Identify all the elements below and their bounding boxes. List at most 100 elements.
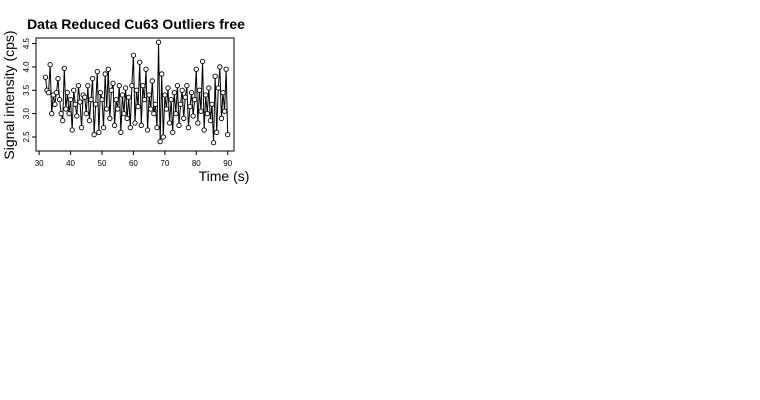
data-point (111, 122, 118, 128)
data-point (223, 66, 229, 72)
data-point (105, 66, 111, 72)
data-point (88, 96, 94, 103)
chart-title: Data Reduced Cu63 Outliers free (27, 16, 245, 32)
data-point (151, 110, 157, 117)
data-point (94, 68, 100, 75)
y-tick-label: 3.0 (22, 108, 31, 120)
data-point (174, 82, 181, 89)
data-point (157, 139, 163, 145)
data-point (198, 108, 204, 114)
data-point (49, 110, 55, 117)
x-tick-label: 90 (223, 159, 232, 168)
data-point (132, 120, 138, 126)
data-point (100, 125, 107, 131)
data-point (118, 129, 124, 135)
data-point (215, 85, 221, 91)
data-point (152, 101, 159, 107)
data-point (82, 94, 88, 100)
data-point (207, 117, 214, 124)
data-point (166, 120, 173, 126)
y-tick-label: 2.5 (22, 131, 31, 143)
x-tick-label: 50 (98, 159, 107, 168)
data-point (171, 89, 177, 96)
data-point (195, 120, 201, 126)
data-point (214, 129, 220, 135)
data-point (146, 92, 152, 98)
data-point (187, 103, 193, 110)
data-point (155, 39, 162, 45)
data-point (218, 115, 225, 121)
data-point (192, 96, 198, 103)
data-point (204, 110, 210, 117)
data-point (63, 106, 69, 112)
data-point (121, 110, 127, 117)
y-axis-label: Signal intensity (cps) (1, 30, 17, 159)
data-point (85, 82, 91, 89)
data-point (67, 96, 74, 103)
data-point (124, 115, 130, 121)
data-point (96, 129, 102, 135)
data-point (42, 74, 49, 80)
data-point (91, 132, 97, 138)
data-point (184, 82, 190, 89)
data-point (130, 52, 137, 58)
data-point (149, 78, 155, 84)
data-point (69, 127, 75, 133)
data-point (143, 66, 149, 72)
data-point (71, 87, 77, 93)
x-tick-label: 30 (35, 159, 44, 168)
data-point (56, 96, 63, 103)
data-point (89, 75, 96, 82)
data-point (52, 101, 58, 107)
data-point (185, 125, 192, 131)
data-point (148, 106, 154, 112)
data-point (220, 89, 226, 96)
data-point (221, 108, 228, 114)
data-point (193, 66, 199, 72)
data-point (212, 73, 218, 79)
data-point (122, 85, 129, 91)
y-tick-label: 3.5 (22, 84, 31, 96)
data-point (168, 96, 174, 103)
data-point (154, 125, 160, 131)
data-point (45, 89, 52, 96)
data-point (129, 82, 135, 89)
data-point (72, 101, 78, 107)
data-point (144, 127, 151, 133)
data-point (225, 132, 231, 138)
data-point (60, 117, 66, 124)
data-point (99, 96, 105, 103)
data-point (58, 110, 64, 117)
y-tick-label: 4.0 (22, 61, 31, 73)
data-point (93, 101, 99, 107)
data-point (83, 110, 89, 117)
data-point (107, 115, 113, 121)
x-tick-label: 60 (129, 159, 138, 168)
data-point (159, 71, 165, 77)
x-tick-label: 40 (66, 159, 75, 168)
data-point (163, 106, 170, 112)
data-point (179, 87, 185, 93)
data-point (196, 87, 203, 93)
data-point (201, 127, 207, 133)
data-point (113, 96, 119, 103)
data-point (199, 58, 206, 64)
data-point (97, 89, 104, 96)
data-point (104, 106, 110, 112)
x-tick-label: 70 (160, 159, 169, 168)
x-tick-label: 80 (192, 159, 201, 168)
data-point (177, 101, 184, 107)
data-point (108, 87, 115, 93)
data-point (140, 82, 146, 89)
data-point (47, 61, 53, 68)
x-axis-label: Time (s) (199, 168, 250, 184)
data-point (203, 92, 209, 98)
data-point (110, 80, 116, 86)
data-point (55, 75, 61, 82)
data-point (170, 129, 176, 135)
data-point (173, 110, 179, 117)
y-tick-label: 4.5 (22, 37, 31, 49)
data-point (188, 89, 195, 96)
data-point (160, 134, 166, 140)
data-point (66, 110, 72, 117)
